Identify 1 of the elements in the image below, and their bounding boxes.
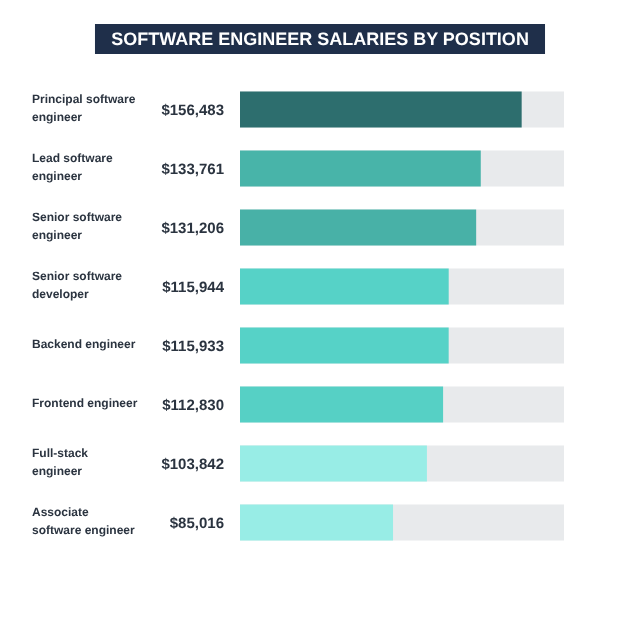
chart-title: SOFTWARE ENGINEER SALARIES BY POSITION: [111, 29, 529, 49]
